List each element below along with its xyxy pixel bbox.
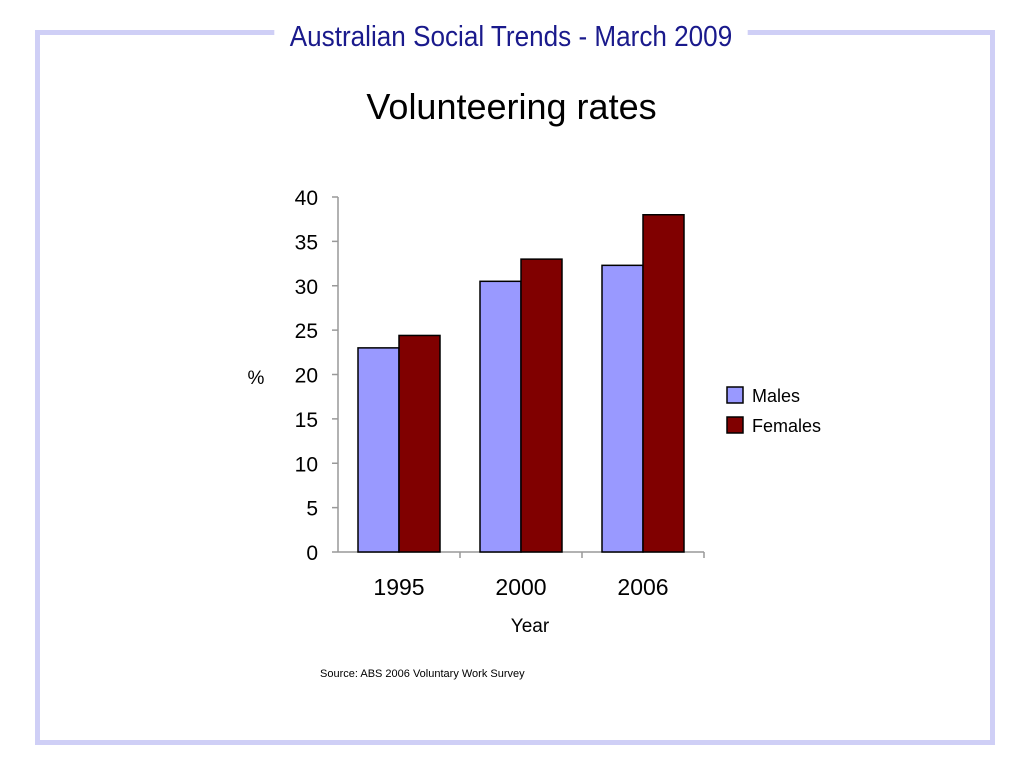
chart-legend: Males Females xyxy=(726,386,821,436)
bar-males-1995 xyxy=(357,347,400,553)
chart-title: Volunteering rates xyxy=(366,86,657,127)
bar-females-2000 xyxy=(520,258,563,553)
y-tick-label: 10 xyxy=(295,453,318,476)
y-tick-label: 35 xyxy=(295,231,318,254)
x-category-label: 2006 xyxy=(617,574,668,600)
x-category-label: 1995 xyxy=(373,574,424,600)
legend-label-females: Females xyxy=(752,416,821,436)
chart-bars xyxy=(357,214,685,553)
y-tick-label: 20 xyxy=(295,365,318,388)
bar-females-1995 xyxy=(398,334,441,553)
bar-males-2000 xyxy=(479,280,522,553)
legend-swatch-males xyxy=(726,386,744,404)
y-tick-label: 40 xyxy=(295,187,318,210)
bar-males-2006 xyxy=(601,264,644,553)
x-category-label: 2000 xyxy=(495,574,546,600)
y-axis-label: % xyxy=(248,368,265,389)
y-tick-label: 30 xyxy=(295,276,318,299)
legend-swatch-females xyxy=(726,416,744,434)
header-title: Australian Social Trends - March 2009 xyxy=(274,14,748,60)
y-tick-label: 0 xyxy=(306,542,318,565)
source-note: Source: ABS 2006 Voluntary Work Survey xyxy=(320,668,525,680)
y-tick-label: 15 xyxy=(295,409,318,432)
y-tick-label: 5 xyxy=(306,498,318,521)
legend-label-males: Males xyxy=(752,386,800,406)
bar-females-2006 xyxy=(642,214,685,553)
y-tick-label: 25 xyxy=(295,320,318,343)
y-axis-ticks: 0 5 10 15 20 25 30 35 40 xyxy=(295,187,338,565)
x-axis-categories: 1995 2000 2006 xyxy=(373,552,705,600)
x-axis-label: Year xyxy=(511,616,550,637)
